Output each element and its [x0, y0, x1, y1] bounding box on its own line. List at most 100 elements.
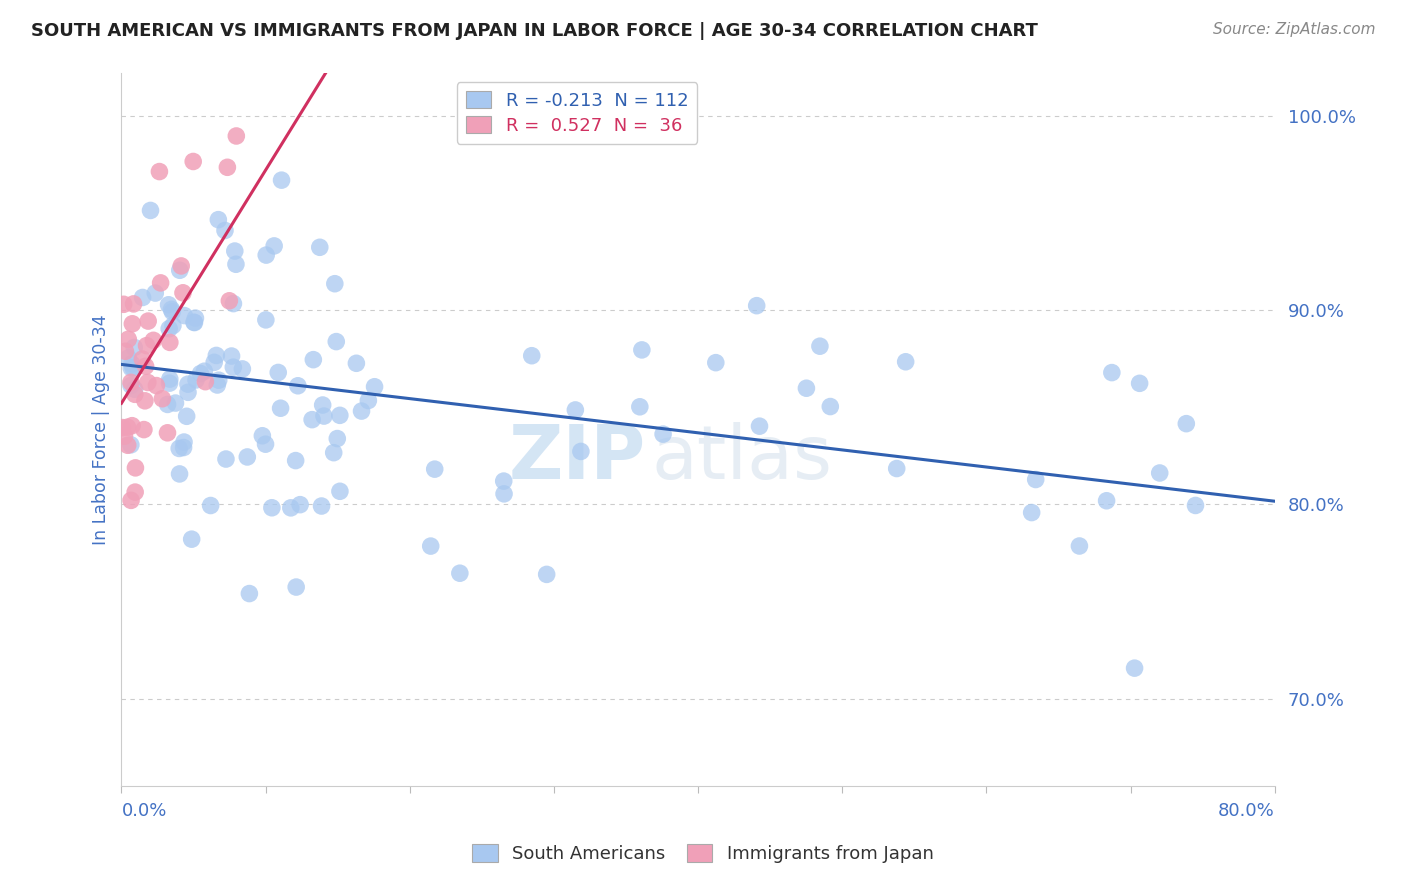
Point [183, 315, 205, 329]
Point [222, 360, 245, 375]
Point [419, 539, 441, 553]
Point [207, 378, 229, 392]
Point [288, 498, 311, 512]
Point [121, 317, 143, 331]
Point [322, 445, 344, 459]
Point [117, 438, 139, 452]
Point [536, 567, 558, 582]
Point [170, 259, 193, 273]
Point [207, 212, 229, 227]
Point [329, 409, 352, 423]
Point [169, 467, 191, 481]
Point [122, 297, 145, 311]
Point [520, 349, 543, 363]
Point [326, 432, 349, 446]
Point [1184, 499, 1206, 513]
Legend: R = -0.213  N = 112, R =  0.527  N =  36: R = -0.213 N = 112, R = 0.527 N = 36 [457, 82, 697, 144]
Point [894, 355, 917, 369]
Point [225, 257, 247, 271]
Point [329, 484, 352, 499]
Point [177, 385, 200, 400]
Point [145, 378, 167, 392]
Point [363, 380, 385, 394]
Point [311, 398, 333, 412]
Point [173, 441, 195, 455]
Y-axis label: In Labor Force | Age 30-34: In Labor Force | Age 30-34 [93, 314, 110, 545]
Point [267, 366, 290, 380]
Point [143, 286, 166, 301]
Text: atlas: atlas [652, 422, 832, 494]
Point [184, 373, 207, 387]
Point [167, 442, 190, 456]
Point [280, 500, 302, 515]
Point [177, 377, 200, 392]
Legend: South Americans, Immigrants from Japan: South Americans, Immigrants from Japan [464, 836, 942, 872]
Text: SOUTH AMERICAN VS IMMIGRANTS FROM JAPAN IN LABOR FORCE | AGE 30-34 CORRELATION C: SOUTH AMERICAN VS IMMIGRANTS FROM JAPAN … [31, 22, 1038, 40]
Point [112, 297, 135, 311]
Point [159, 335, 181, 350]
Point [205, 348, 228, 362]
Point [148, 164, 170, 178]
Point [157, 322, 180, 336]
Point [136, 314, 159, 328]
Point [194, 375, 217, 389]
Point [208, 373, 231, 387]
Point [628, 400, 651, 414]
Point [117, 420, 139, 434]
Point [1101, 366, 1123, 380]
Point [134, 393, 156, 408]
Point [260, 500, 283, 515]
Point [308, 240, 330, 254]
Point [122, 340, 145, 354]
Point [225, 128, 247, 143]
Point [270, 401, 292, 416]
Point [1021, 506, 1043, 520]
Point [357, 393, 380, 408]
Point [564, 403, 586, 417]
Point [1025, 473, 1047, 487]
Point [156, 425, 179, 440]
Point [745, 299, 768, 313]
Point [136, 376, 159, 390]
Point [325, 334, 347, 349]
Point [214, 223, 236, 237]
Point [323, 277, 346, 291]
Point [287, 378, 309, 392]
Text: 80.0%: 80.0% [1218, 802, 1275, 820]
Text: ZIP: ZIP [509, 422, 647, 494]
Point [217, 161, 239, 175]
Point [423, 462, 446, 476]
Point [221, 349, 243, 363]
Point [135, 338, 157, 352]
Point [254, 437, 277, 451]
Point [131, 290, 153, 304]
Point [114, 429, 136, 443]
Point [173, 309, 195, 323]
Point [301, 412, 323, 426]
Point [350, 404, 373, 418]
Point [1129, 376, 1152, 391]
Point [236, 450, 259, 464]
Point [159, 376, 181, 391]
Point [224, 244, 246, 258]
Point [1149, 466, 1171, 480]
Point [117, 351, 139, 365]
Point [132, 423, 155, 437]
Point [120, 376, 142, 390]
Point [344, 356, 367, 370]
Point [121, 357, 143, 371]
Point [1123, 661, 1146, 675]
Point [156, 397, 179, 411]
Point [162, 304, 184, 318]
Point [181, 154, 204, 169]
Point [238, 586, 260, 600]
Point [215, 452, 238, 467]
Point [184, 311, 207, 326]
Point [808, 339, 831, 353]
Point [193, 364, 215, 378]
Point [302, 352, 325, 367]
Point [652, 427, 675, 442]
Point [492, 474, 515, 488]
Point [131, 352, 153, 367]
Point [311, 499, 333, 513]
